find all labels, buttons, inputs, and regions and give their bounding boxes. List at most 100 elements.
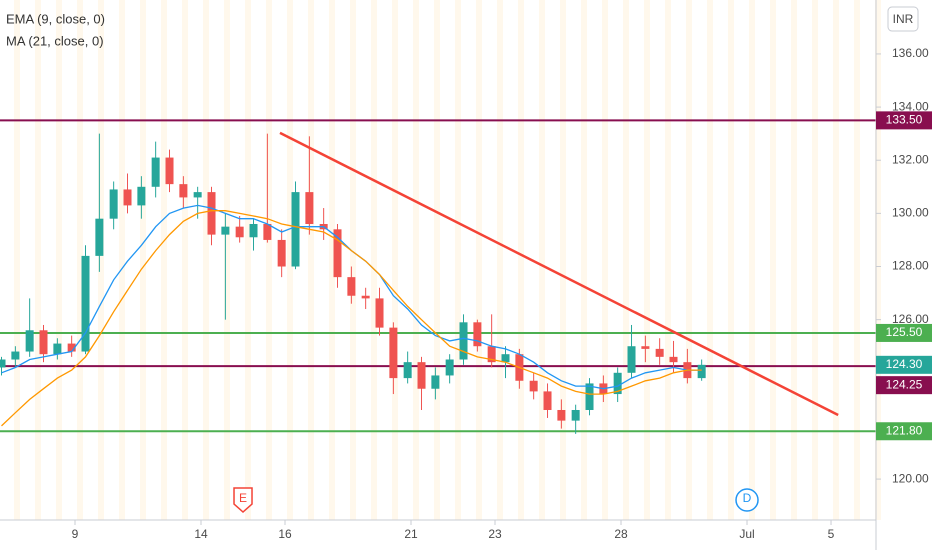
session-stripe: [182, 0, 188, 520]
candle-body: [305, 192, 314, 224]
legend-ma: MA (21, close, 0): [6, 33, 104, 48]
session-stripe: [812, 0, 818, 520]
session-stripe: [875, 0, 881, 520]
session-stripe: [497, 0, 503, 520]
candle-body: [375, 298, 384, 328]
session-stripe: [539, 0, 545, 520]
candle-body: [403, 362, 412, 379]
candle-body: [207, 192, 216, 235]
event-marker: [735, 488, 759, 512]
candle-body: [543, 391, 552, 410]
session-stripe: [581, 0, 587, 520]
candle-body: [697, 364, 706, 379]
candle-body: [179, 184, 188, 198]
price-label: 121.80: [886, 423, 923, 437]
candle-body: [333, 229, 342, 278]
event-label: D: [743, 491, 752, 505]
candle-body: [193, 192, 202, 198]
event-label: E: [239, 491, 247, 505]
session-stripe: [203, 0, 209, 520]
price-label-bg: [876, 355, 932, 374]
candle-body: [669, 356, 678, 363]
session-stripe: [350, 0, 356, 520]
session-stripe: [434, 0, 440, 520]
session-stripe: [854, 0, 860, 520]
candle-body: [347, 277, 356, 296]
candle-body: [361, 295, 370, 299]
candle-body: [585, 383, 594, 410]
session-stripe: [161, 0, 167, 520]
x-tick-label: 14: [194, 527, 208, 541]
candle-body: [291, 192, 300, 267]
candle-body: [487, 346, 496, 363]
candle-body: [235, 226, 244, 238]
session-stripe: [371, 0, 377, 520]
price-label: 133.50: [886, 113, 923, 127]
session-stripe: [266, 0, 272, 520]
session-stripe: [560, 0, 566, 520]
candle-body: [655, 348, 664, 357]
session-stripe: [791, 0, 797, 520]
y-tick-label: 120.00: [892, 471, 929, 485]
candle-body: [613, 372, 622, 395]
candle-body: [473, 322, 482, 347]
candle-body: [459, 322, 468, 360]
session-stripe: [329, 0, 335, 520]
candle-body: [81, 255, 90, 352]
indicator-line: [1, 210, 702, 427]
y-tick-label: 132.00: [892, 152, 929, 166]
candle-body: [151, 157, 160, 187]
y-tick-label: 134.00: [892, 99, 929, 113]
x-tick-label: 9: [72, 527, 79, 541]
session-stripe: [749, 0, 755, 520]
session-stripe: [308, 0, 314, 520]
x-tick-label: 28: [614, 527, 628, 541]
candle-body: [11, 351, 20, 360]
price-label-bg: [876, 422, 932, 441]
session-stripe: [14, 0, 20, 520]
session-stripe: [119, 0, 125, 520]
session-stripe: [833, 0, 839, 520]
candle-body: [53, 343, 62, 355]
candle-body: [109, 189, 118, 219]
x-tick-label: 16: [278, 527, 292, 541]
candle-body: [249, 223, 258, 238]
x-tick-label: 23: [488, 527, 502, 541]
event-marker: [233, 487, 253, 514]
candle-body: [557, 409, 566, 421]
session-stripe: [518, 0, 524, 520]
price-label-bg: [876, 111, 932, 130]
y-tick-label: 126.00: [892, 312, 929, 326]
price-label: 124.25: [886, 377, 923, 391]
currency: INR: [893, 12, 914, 26]
candle-body: [123, 189, 132, 206]
candle-body: [571, 409, 580, 421]
session-stripe: [392, 0, 398, 520]
price-label: 125.50: [886, 325, 923, 339]
session-stripe: [413, 0, 419, 520]
y-tick-label: 130.00: [892, 206, 929, 220]
session-stripe: [77, 0, 83, 520]
legend-ema: EMA (9, close, 0): [6, 11, 105, 26]
session-stripe: [707, 0, 713, 520]
candle-body: [641, 346, 650, 349]
candle-body: [263, 223, 272, 240]
session-stripe: [287, 0, 293, 520]
session-stripe: [728, 0, 734, 520]
candle-body: [431, 375, 440, 389]
y-tick-label: 136.00: [892, 46, 929, 60]
session-stripe: [245, 0, 251, 520]
candle-body: [277, 239, 286, 267]
session-stripe: [35, 0, 41, 520]
candle-body: [67, 343, 76, 352]
candle-body: [627, 346, 636, 373]
session-stripe: [98, 0, 104, 520]
currency-badge[interactable]: [887, 6, 919, 32]
y-tick-label: 128.00: [892, 259, 929, 273]
candle-body: [25, 330, 34, 352]
session-stripe: [56, 0, 62, 520]
price-label: 124.30: [886, 357, 923, 371]
session-stripe: [476, 0, 482, 520]
session-stripe: [686, 0, 692, 520]
